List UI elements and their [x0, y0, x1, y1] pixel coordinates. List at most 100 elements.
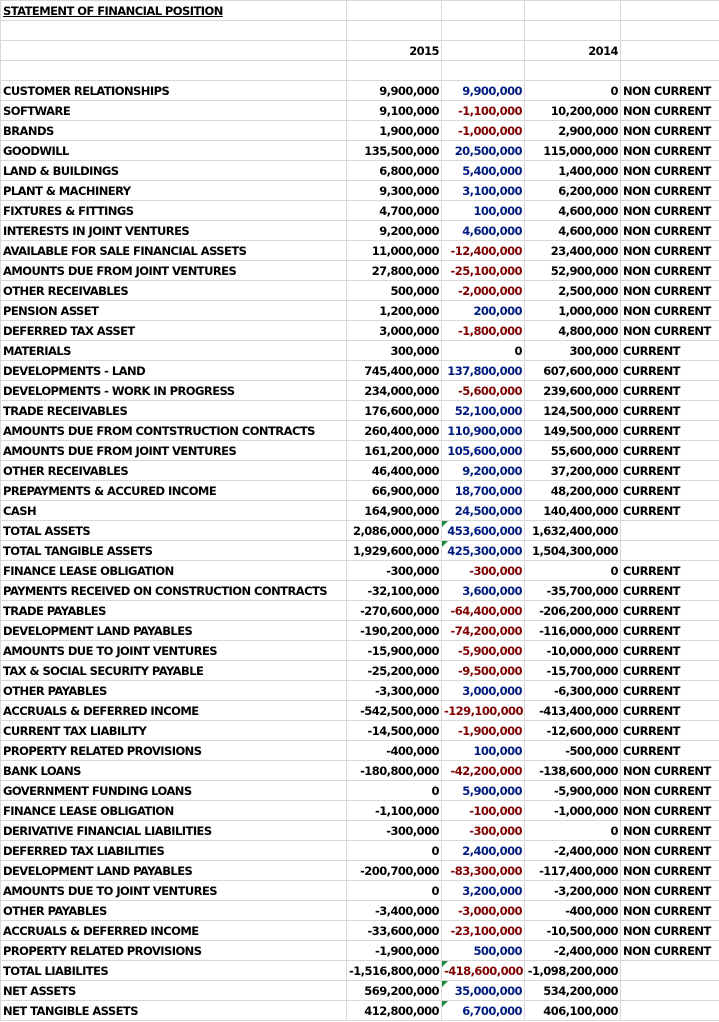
empty-cell[interactable]	[0, 40, 347, 61]
empty-cell[interactable]	[620, 40, 719, 61]
value-2015-cell[interactable]: -300,000	[346, 820, 442, 841]
line-item-label[interactable]: PREPAYMENTS & ACCURED INCOME	[0, 480, 347, 501]
line-item-label[interactable]: DEVELOPMENT LAND PAYABLES	[0, 620, 347, 641]
value-2015-cell[interactable]: -200,700,000	[346, 860, 442, 881]
value-2014-cell[interactable]: -138,600,000	[524, 760, 621, 781]
classification-cell[interactable]: CURRENT	[620, 440, 719, 461]
classification-cell[interactable]: NON CURRENT	[620, 860, 719, 881]
value-2015-cell[interactable]: 412,800,000	[346, 1000, 442, 1021]
line-item-label[interactable]: PENSION ASSET	[0, 300, 347, 321]
change-cell[interactable]: -12,400,000	[441, 240, 525, 261]
classification-cell[interactable]: CURRENT	[620, 400, 719, 421]
value-2014-cell[interactable]: 4,800,000	[524, 320, 621, 341]
classification-cell[interactable]: NON CURRENT	[620, 880, 719, 901]
change-cell[interactable]: 110,900,000	[441, 420, 525, 441]
line-item-label[interactable]: GOODWILL	[0, 140, 347, 161]
value-2014-cell[interactable]: -116,000,000	[524, 620, 621, 641]
change-cell[interactable]: 35,000,000	[441, 980, 525, 1001]
value-2015-cell[interactable]: 745,400,000	[346, 360, 442, 381]
empty-cell[interactable]	[620, 20, 719, 41]
line-item-label[interactable]: BRANDS	[0, 120, 347, 141]
classification-cell[interactable]: CURRENT	[620, 580, 719, 601]
change-cell[interactable]: -1,900,000	[441, 720, 525, 741]
value-2015-cell[interactable]: 569,200,000	[346, 980, 442, 1001]
line-item-label[interactable]: PAYMENTS RECEIVED ON CONSTRUCTION CONTRA…	[0, 580, 347, 601]
change-cell[interactable]: 453,600,000	[441, 520, 525, 541]
change-cell[interactable]: 52,100,000	[441, 400, 525, 421]
line-item-label[interactable]: AMOUNTS DUE FROM JOINT VENTURES	[0, 440, 347, 461]
line-item-label[interactable]: BANK LOANS	[0, 760, 347, 781]
value-2014-cell[interactable]: 300,000	[524, 340, 621, 361]
change-cell[interactable]: 5,900,000	[441, 780, 525, 801]
change-cell[interactable]: 425,300,000	[441, 540, 525, 561]
change-cell[interactable]: -83,300,000	[441, 860, 525, 881]
change-cell[interactable]: 3,100,000	[441, 180, 525, 201]
classification-cell[interactable]: CURRENT	[620, 620, 719, 641]
value-2014-cell[interactable]: -3,200,000	[524, 880, 621, 901]
value-2014-cell[interactable]: -2,400,000	[524, 940, 621, 961]
value-2014-cell[interactable]: -500,000	[524, 740, 621, 761]
line-item-label[interactable]: DEVELOPMENTS - LAND	[0, 360, 347, 381]
value-2014-cell[interactable]: 48,200,000	[524, 480, 621, 501]
value-2014-cell[interactable]: 2,900,000	[524, 120, 621, 141]
line-item-label[interactable]: CUSTOMER RELATIONSHIPS	[0, 80, 347, 101]
line-item-label[interactable]: FIXTURES & FITTINGS	[0, 200, 347, 221]
value-2014-cell[interactable]: -12,600,000	[524, 720, 621, 741]
line-item-label[interactable]: MATERIALS	[0, 340, 347, 361]
classification-cell[interactable]: NON CURRENT	[620, 780, 719, 801]
classification-cell[interactable]	[620, 980, 719, 1001]
classification-cell[interactable]: NON CURRENT	[620, 940, 719, 961]
change-cell[interactable]: 9,900,000	[441, 80, 525, 101]
classification-cell[interactable]: CURRENT	[620, 360, 719, 381]
value-2015-cell[interactable]: 27,800,000	[346, 260, 442, 281]
empty-cell[interactable]	[524, 20, 621, 41]
value-2014-cell[interactable]: -400,000	[524, 900, 621, 921]
value-2014-cell[interactable]: 4,600,000	[524, 220, 621, 241]
change-cell[interactable]: 105,600,000	[441, 440, 525, 461]
value-2015-cell[interactable]: 500,000	[346, 280, 442, 301]
line-item-label[interactable]: OTHER PAYABLES	[0, 680, 347, 701]
value-2015-cell[interactable]: 4,700,000	[346, 200, 442, 221]
change-cell[interactable]: 3,600,000	[441, 580, 525, 601]
change-cell[interactable]: -3,000,000	[441, 900, 525, 921]
value-2014-cell[interactable]: 37,200,000	[524, 460, 621, 481]
change-cell[interactable]: -129,100,000	[441, 700, 525, 721]
value-2014-cell[interactable]: 1,000,000	[524, 300, 621, 321]
value-2014-cell[interactable]: 124,500,000	[524, 400, 621, 421]
value-2014-cell[interactable]: 55,600,000	[524, 440, 621, 461]
value-2014-cell[interactable]: -413,400,000	[524, 700, 621, 721]
value-2015-cell[interactable]: 46,400,000	[346, 460, 442, 481]
change-cell[interactable]: -1,100,000	[441, 100, 525, 121]
change-cell[interactable]: 0	[441, 340, 525, 361]
value-2015-cell[interactable]: 176,600,000	[346, 400, 442, 421]
value-2014-cell[interactable]: 239,600,000	[524, 380, 621, 401]
value-2015-cell[interactable]: -32,100,000	[346, 580, 442, 601]
value-2015-cell[interactable]: -1,900,000	[346, 940, 442, 961]
classification-cell[interactable]: CURRENT	[620, 460, 719, 481]
value-2015-cell[interactable]: -180,800,000	[346, 760, 442, 781]
line-item-label[interactable]: OTHER PAYABLES	[0, 900, 347, 921]
line-item-label[interactable]: DEFERRED TAX LIABILITIES	[0, 840, 347, 861]
line-item-label[interactable]: OTHER RECEIVABLES	[0, 460, 347, 481]
value-2015-cell[interactable]: -3,300,000	[346, 680, 442, 701]
value-2015-cell[interactable]: 3,000,000	[346, 320, 442, 341]
value-2015-cell[interactable]: 11,000,000	[346, 240, 442, 261]
line-item-label[interactable]: PLANT & MACHINERY	[0, 180, 347, 201]
value-2015-cell[interactable]: 9,900,000	[346, 80, 442, 101]
empty-cell[interactable]	[346, 0, 442, 21]
classification-cell[interactable]: CURRENT	[620, 640, 719, 661]
line-item-label[interactable]: TRADE PAYABLES	[0, 600, 347, 621]
classification-cell[interactable]: CURRENT	[620, 340, 719, 361]
line-item-label[interactable]: AMOUNTS DUE FROM CONTSTRUCTION CONTRACTS	[0, 420, 347, 441]
classification-cell[interactable]: CURRENT	[620, 420, 719, 441]
change-cell[interactable]: -23,100,000	[441, 920, 525, 941]
value-2015-cell[interactable]: -190,200,000	[346, 620, 442, 641]
empty-cell[interactable]	[441, 60, 525, 81]
line-item-label[interactable]: FINANCE LEASE OBLIGATION	[0, 560, 347, 581]
line-item-label[interactable]: TAX & SOCIAL SECURITY PAYABLE	[0, 660, 347, 681]
value-2014-cell[interactable]: 1,400,000	[524, 160, 621, 181]
change-cell[interactable]: 6,700,000	[441, 1000, 525, 1021]
change-cell[interactable]: -42,200,000	[441, 760, 525, 781]
value-2015-cell[interactable]: 0	[346, 880, 442, 901]
change-cell[interactable]: 4,600,000	[441, 220, 525, 241]
